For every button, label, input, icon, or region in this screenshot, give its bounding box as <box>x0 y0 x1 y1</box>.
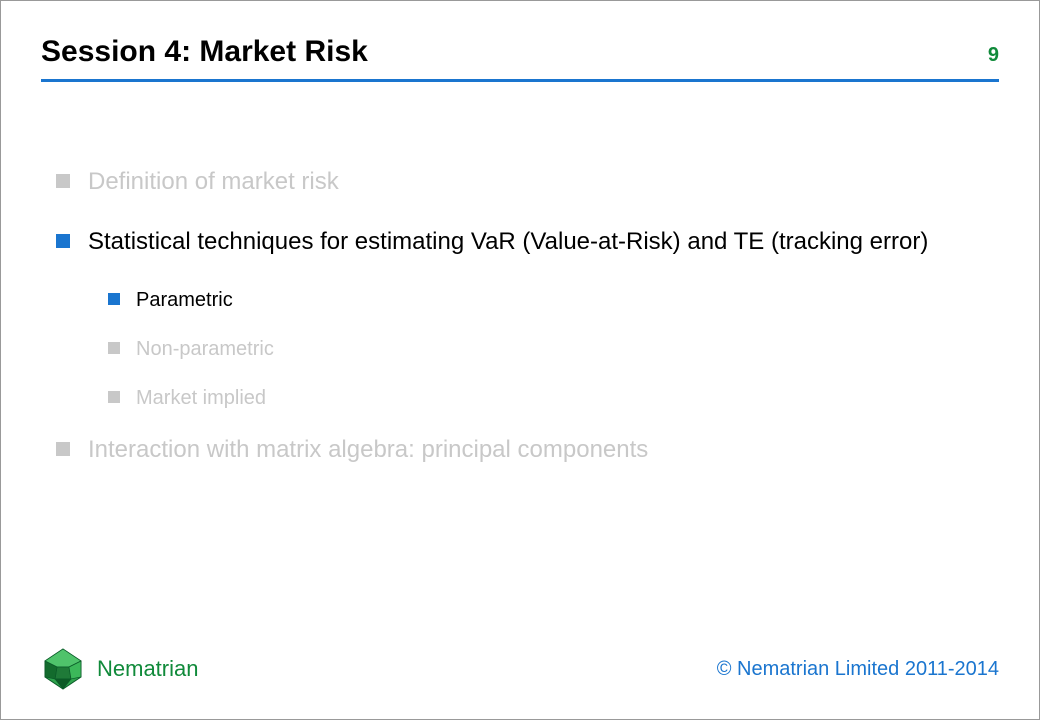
square-bullet-icon <box>108 342 120 354</box>
brand-name: Nematrian <box>97 656 198 682</box>
square-bullet-icon <box>56 442 70 456</box>
square-bullet-icon <box>108 293 120 305</box>
bullet-l2-parametric: Parametric <box>108 287 989 314</box>
square-bullet-icon <box>56 174 70 188</box>
title-rule <box>41 79 999 82</box>
bullet-label: Interaction with matrix algebra: princip… <box>88 434 989 466</box>
bullet-l1-definition: Definition of market risk <box>56 166 989 198</box>
nematrian-logo-icon <box>41 647 85 691</box>
bullet-l1-matrix-algebra: Interaction with matrix algebra: princip… <box>56 434 989 466</box>
bullet-l2-non-parametric: Non-parametric <box>108 336 989 363</box>
slide: Session 4: Market Risk 9 Definition of m… <box>0 0 1040 720</box>
bullet-label: Statistical techniques for estimating Va… <box>88 226 989 258</box>
square-bullet-icon <box>108 391 120 403</box>
bullet-label: Parametric <box>136 287 989 314</box>
brand: Nematrian <box>41 647 198 691</box>
bullet-l2-market-implied: Market implied <box>108 385 989 412</box>
page-number: 9 <box>988 44 999 67</box>
bullet-l1-statistical-techniques: Statistical techniques for estimating Va… <box>56 226 989 258</box>
slide-title: Session 4: Market Risk <box>41 35 368 69</box>
header: Session 4: Market Risk 9 <box>41 35 999 69</box>
body: Definition of market risk Statistical te… <box>56 166 989 494</box>
square-bullet-icon <box>56 234 70 248</box>
copyright: © Nematrian Limited 2011-2014 <box>717 658 999 681</box>
bullet-label: Non-parametric <box>136 336 989 363</box>
footer: Nematrian © Nematrian Limited 2011-2014 <box>41 647 999 691</box>
bullet-label: Market implied <box>136 385 989 412</box>
bullet-label: Definition of market risk <box>88 166 989 198</box>
